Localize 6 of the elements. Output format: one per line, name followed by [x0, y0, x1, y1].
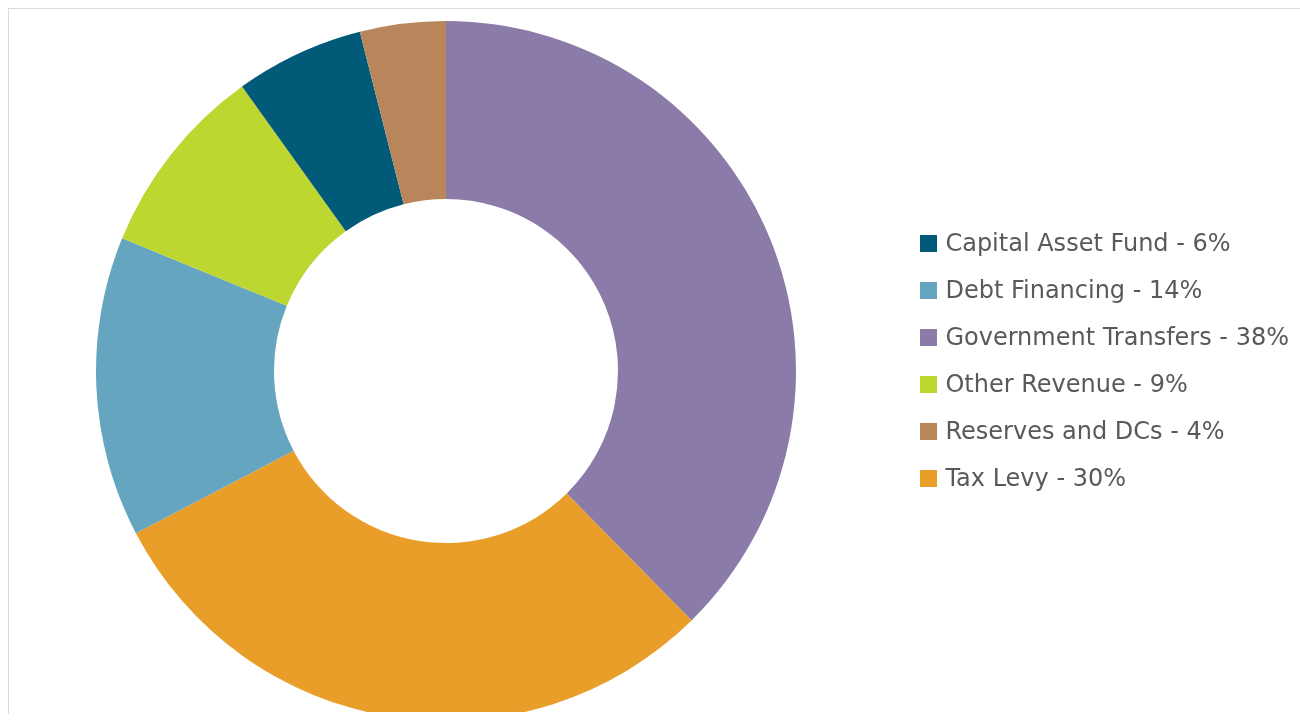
- legend-label: Reserves and DCs - 4%: [945, 417, 1225, 445]
- legend-label: Debt Financing - 14%: [945, 276, 1203, 304]
- legend-label: Tax Levy - 30%: [945, 464, 1127, 492]
- legend-label: Government Transfers - 38%: [945, 323, 1289, 351]
- legend-label: Capital Asset Fund - 6%: [945, 229, 1231, 257]
- legend-label: Other Revenue - 9%: [945, 370, 1188, 398]
